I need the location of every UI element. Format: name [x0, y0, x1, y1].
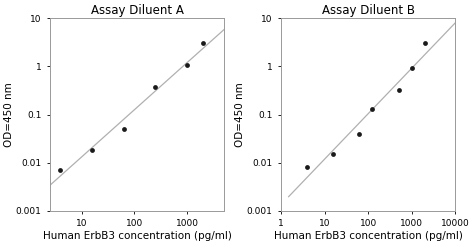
Title: Assay Diluent B: Assay Diluent B	[322, 4, 415, 17]
Point	[369, 107, 376, 111]
Point	[329, 152, 337, 156]
Y-axis label: OD=450 nm: OD=450 nm	[4, 82, 14, 147]
Point	[152, 85, 159, 89]
Point	[303, 165, 310, 169]
Point	[183, 63, 191, 67]
Point	[395, 88, 402, 92]
Point	[200, 41, 207, 45]
X-axis label: Human ErbB3 concentration (pg/ml): Human ErbB3 concentration (pg/ml)	[43, 231, 231, 241]
Point	[120, 127, 128, 131]
Point	[88, 148, 96, 152]
Point	[408, 66, 416, 70]
Title: Assay Diluent A: Assay Diluent A	[91, 4, 183, 17]
Y-axis label: OD=450 nm: OD=450 nm	[236, 82, 246, 147]
Point	[356, 132, 363, 136]
Point	[56, 168, 64, 172]
Point	[421, 41, 429, 45]
X-axis label: Human ErbB3 concentration (pg/ml): Human ErbB3 concentration (pg/ml)	[274, 231, 463, 241]
